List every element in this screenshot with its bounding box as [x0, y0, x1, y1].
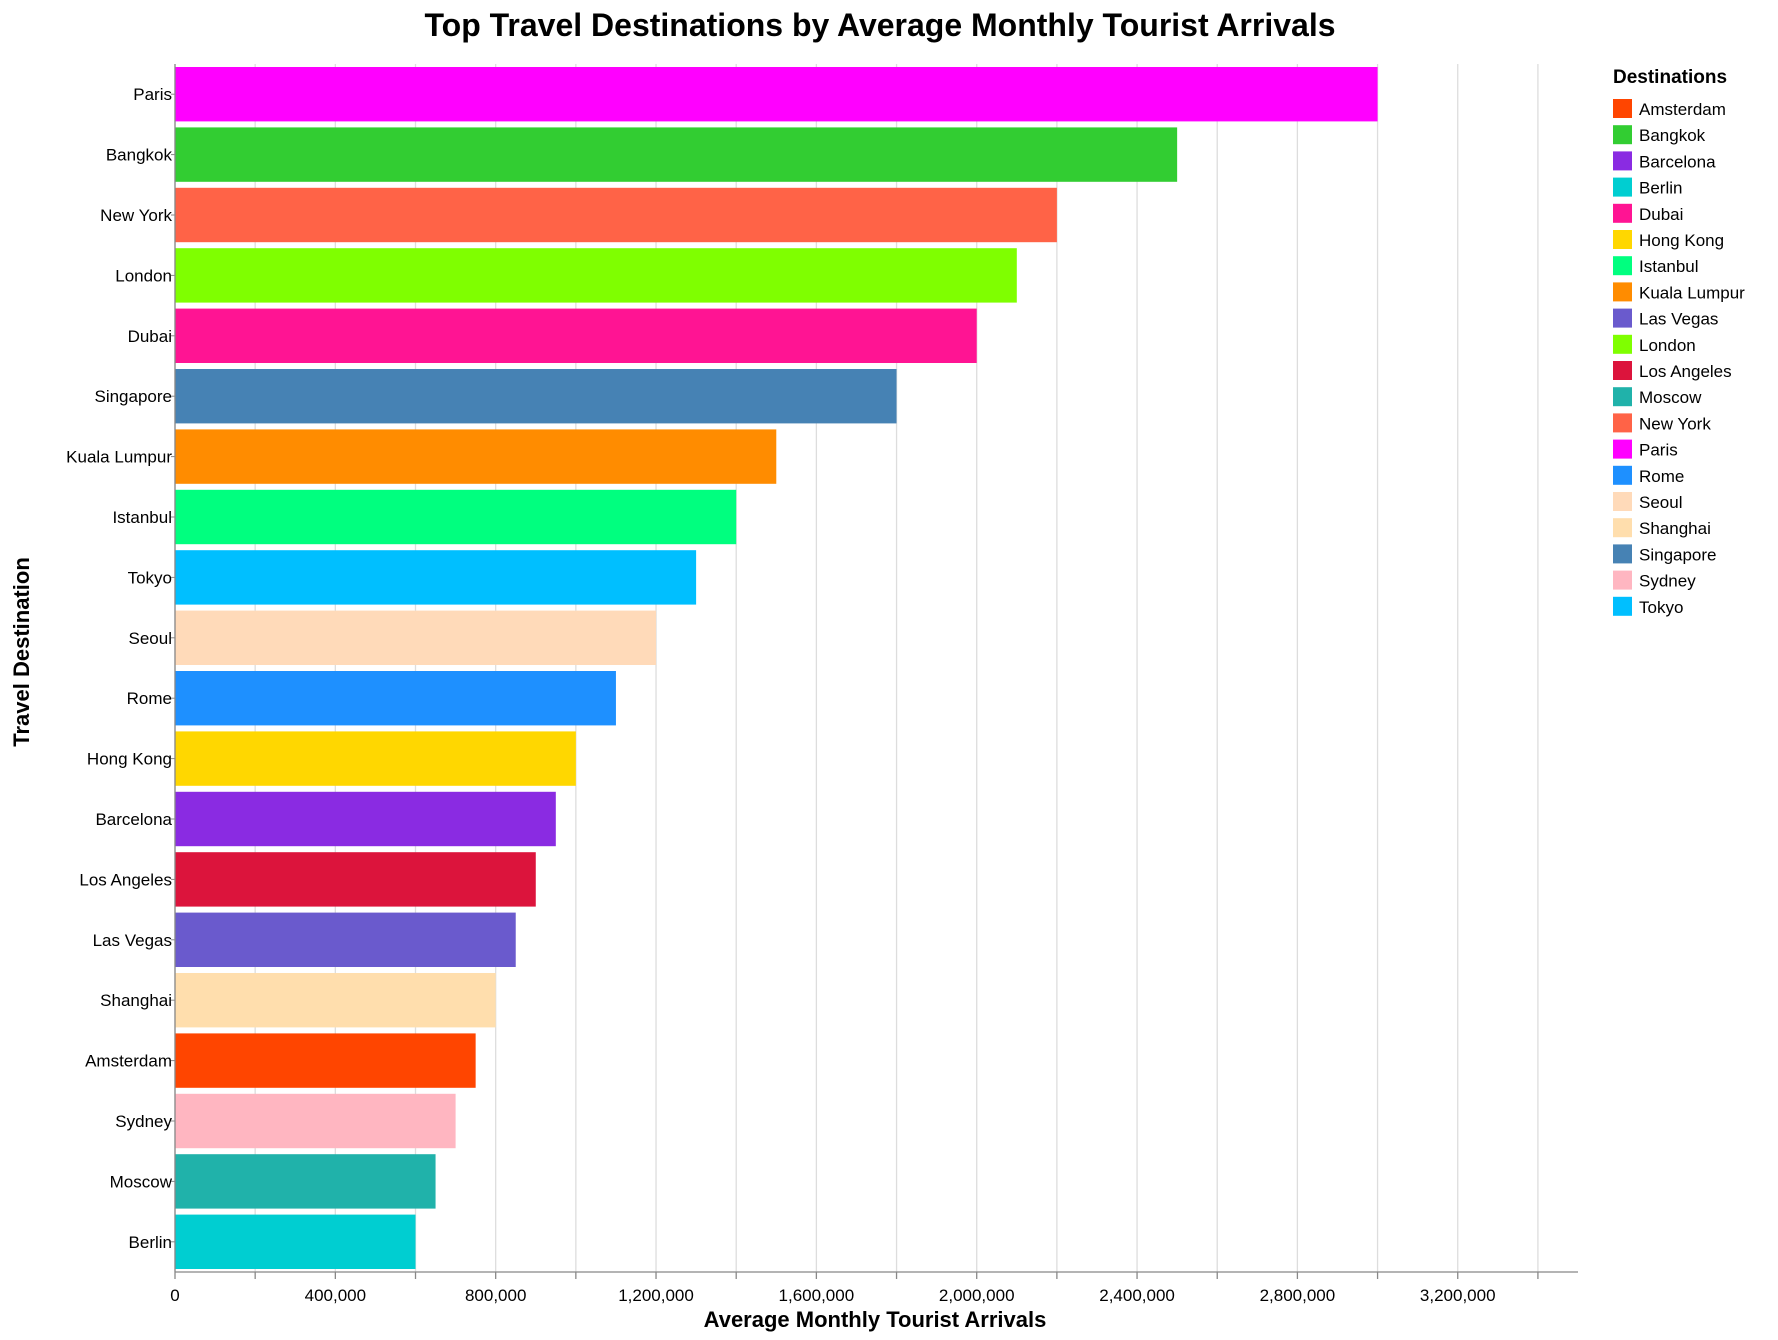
y-tick-label: Rome [127, 689, 172, 708]
y-axis-title: Travel Destination [9, 557, 34, 747]
x-tick-label: 800,000 [465, 1286, 526, 1305]
legend-title: Destinations [1613, 67, 1727, 88]
legend-swatch [1613, 570, 1632, 590]
legend-label: Istanbul [1639, 257, 1699, 276]
x-tick-label: 0 [170, 1286, 179, 1305]
legend-swatch [1613, 387, 1632, 407]
bar-los-angeles [175, 852, 536, 907]
x-tick-label: 2,000,000 [939, 1286, 1015, 1305]
legend-label: Seoul [1639, 493, 1682, 512]
legend-label: Bangkok [1639, 126, 1706, 145]
legend-label: Sydney [1639, 572, 1696, 591]
legend-swatch [1613, 492, 1632, 511]
x-tick-label: 2,400,000 [1099, 1286, 1175, 1305]
legend-label: Berlin [1639, 179, 1682, 198]
legend: Destinations Amsterdam Bangkok Barcelona Be… [1613, 67, 1745, 617]
bar-istanbul [175, 489, 737, 545]
legend-label: New York [1639, 414, 1711, 433]
y-tick-label: Sydney [115, 1112, 172, 1131]
bar-kuala-lumpur [175, 429, 777, 484]
legend-swatch [1613, 203, 1632, 223]
x-tick-label: 3,200,000 [1420, 1286, 1496, 1305]
bar-tokyo [175, 550, 697, 605]
legend-swatch [1613, 308, 1632, 328]
legend-swatch [1613, 177, 1632, 197]
y-tick-label: Bangkok [106, 146, 173, 165]
legend-swatch [1613, 439, 1632, 459]
legend-swatch [1613, 125, 1632, 145]
legend-label: Paris [1639, 441, 1678, 460]
legend-swatch [1613, 518, 1632, 538]
x-tick-label: 1,200,000 [618, 1286, 694, 1305]
bar-moscow [175, 1154, 436, 1209]
legend-swatch [1613, 99, 1632, 118]
y-tick-label: London [115, 266, 172, 285]
legend-swatch [1613, 334, 1632, 354]
legend-swatch [1613, 465, 1632, 485]
y-tick-label: Seoul [129, 629, 172, 648]
y-tick-label: Amsterdam [85, 1052, 172, 1071]
legend-label: Kuala Lumpur [1639, 283, 1745, 302]
chart-title: Top Travel Destinations by Average Month… [424, 7, 1335, 43]
y-tick-label: New York [100, 206, 172, 225]
y-tick-label: Moscow [110, 1172, 173, 1191]
y-tick-label: Paris [133, 85, 172, 104]
bar-paris [175, 67, 1378, 122]
y-tick-label: Dubai [128, 327, 172, 346]
bar-dubai [175, 308, 977, 363]
legend-label: Las Vegas [1639, 310, 1718, 329]
y-tick-label: Berlin [129, 1233, 172, 1252]
bar-rome [175, 671, 616, 726]
legend-label: Rome [1639, 467, 1684, 486]
legend-label: London [1639, 336, 1696, 355]
y-tick-label: Istanbul [112, 508, 172, 527]
legend-label: Moscow [1639, 388, 1702, 407]
bars [175, 67, 1378, 1269]
y-tick-label: Shanghai [100, 991, 172, 1010]
bar-barcelona [175, 791, 556, 847]
legend-swatch [1613, 596, 1632, 616]
bar-berlin [175, 1214, 416, 1269]
y-tick-label: Kuala Lumpur [66, 448, 172, 467]
legend-label: Shanghai [1639, 519, 1711, 538]
legend-swatch [1613, 230, 1632, 249]
legend-label: Dubai [1639, 205, 1683, 224]
bar-amsterdam [175, 1033, 476, 1088]
legend-swatch [1613, 151, 1632, 171]
legend-swatch [1613, 413, 1632, 433]
y-tick-label: Barcelona [95, 810, 172, 829]
x-tick-label: 1,600,000 [779, 1286, 855, 1305]
legend-label: Singapore [1639, 545, 1717, 564]
bar-london [175, 248, 1017, 303]
bar-hong-kong [175, 731, 576, 786]
legend-label: Hong Kong [1639, 231, 1724, 250]
legend-label: Amsterdam [1639, 100, 1726, 119]
y-tick-label: Singapore [94, 387, 172, 406]
legend-swatch [1613, 256, 1632, 276]
bar-sydney [175, 1093, 456, 1149]
x-tick-label: 2,800,000 [1260, 1286, 1336, 1305]
gridlines [174, 64, 1539, 1272]
legend-label: Los Angeles [1639, 362, 1732, 381]
y-tick-label: Tokyo [128, 568, 172, 587]
y-tick-label: Hong Kong [87, 750, 172, 769]
bar-bangkok [175, 127, 1178, 182]
bar-new-york [175, 187, 1057, 243]
axes: Paris Bangkok New York London Dubai Singapore… [66, 64, 1578, 1305]
x-axis-title: Average Monthly Tourist Arrivals [704, 1307, 1047, 1332]
bar-las-vegas [175, 912, 516, 967]
legend-swatch [1613, 361, 1632, 380]
y-tick-label: Los Angeles [79, 870, 172, 889]
legend-label: Tokyo [1639, 598, 1683, 617]
legend-swatch [1613, 282, 1632, 302]
bar-singapore [175, 369, 897, 424]
y-tick-label: Las Vegas [93, 931, 172, 950]
bar-shanghai [175, 973, 496, 1028]
x-tick-label: 400,000 [305, 1286, 366, 1305]
legend-swatch [1613, 544, 1632, 564]
legend-label: Barcelona [1639, 152, 1716, 171]
bar-seoul [175, 610, 657, 665]
